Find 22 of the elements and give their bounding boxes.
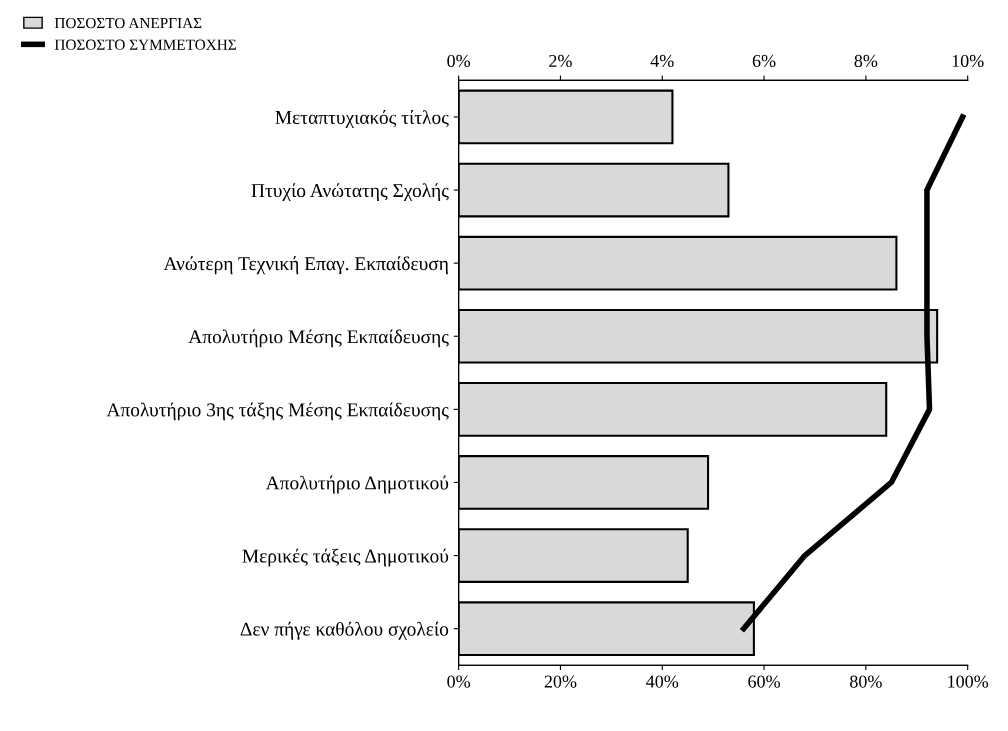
x2-tick-label: 10%	[952, 54, 984, 68]
x-tick-label: 60%	[748, 675, 780, 688]
x2-tick-label: 8%	[854, 54, 878, 68]
y-tick-label: Απολυτήριο Δημοτικού	[265, 475, 449, 494]
x-tick-label: 80%	[850, 675, 882, 688]
legend-label: ΠΟΣΟΣΤΟ ΣΥΜΜΕΤΟΧΗΣ	[54, 39, 236, 50]
y-tick-label: Ανώτερη Τεχνική Επαγ. Εκπαίδευση	[163, 256, 448, 275]
x2-tick-label: 6%	[752, 54, 776, 68]
y-tick-label: Πτυχίο Ανώτατης Σχολής	[251, 183, 449, 202]
x-tick-label: 100%	[948, 675, 989, 688]
y-tick-label: Δεν πήγε καθόλου σχολείο	[240, 621, 449, 640]
x2-tick-label: 2%	[549, 54, 572, 68]
x-tick-label: 40%	[646, 675, 679, 688]
y-tick-label: Απολυτήριο Μέσης Εκπαίδευσης	[188, 329, 449, 348]
y-tick-label: Μεταπτυχιακός τίτλος	[275, 110, 449, 128]
x2-tick-label: 0%	[447, 54, 471, 68]
x-tick-label: 20%	[544, 675, 577, 688]
legend-label: ΠΟΣΟΣΤΟ ΑΝΕΡΓΙΑΣ	[54, 17, 202, 29]
x2-tick-label: 4%	[650, 54, 674, 68]
x-tick-label: 0%	[447, 675, 471, 688]
y-tick-label: Μερικές τάξεις Δημοτικού	[242, 548, 449, 567]
y-tick-label: Απολυτήριο 3ης τάξης Μέσης Εκπαίδευσης	[106, 402, 449, 421]
